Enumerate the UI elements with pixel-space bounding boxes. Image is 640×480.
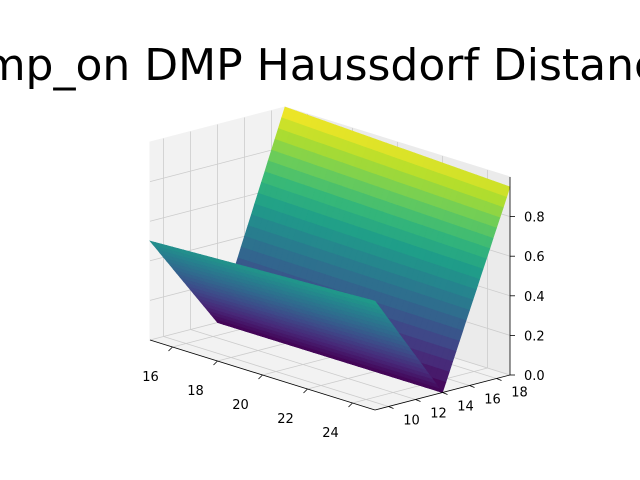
z-tick-label: 0.2 [524, 329, 545, 344]
y-tick-label: 10 [403, 414, 420, 429]
grid-line [163, 336, 389, 407]
x-tick-label: 20 [232, 398, 249, 413]
tick-mark [213, 360, 218, 366]
y-tick-label: 18 [511, 386, 528, 401]
tick-mark [442, 392, 448, 395]
z-tick-label: 0.0 [524, 369, 545, 384]
tick-mark [258, 374, 263, 380]
surface-mesh [149, 106, 511, 394]
y-tick-label: 14 [457, 400, 474, 415]
surface-cell [368, 299, 380, 307]
x-tick-label: 18 [187, 384, 204, 399]
y-tick-label: 16 [484, 393, 501, 408]
z-tick-label: 0.4 [524, 290, 545, 305]
tick-mark [348, 402, 353, 408]
grid-line [190, 329, 416, 400]
x-tick-label: 16 [142, 370, 159, 385]
tick-mark [469, 385, 475, 388]
x-tick-label: 24 [322, 426, 339, 441]
grid-line [149, 146, 286, 182]
z-tick-label: 0.6 [524, 250, 545, 265]
y-tick-label: 12 [430, 407, 447, 422]
tick-mark [303, 388, 308, 394]
z-tick-label: 0.8 [524, 211, 545, 226]
x-tick-label: 22 [277, 412, 294, 427]
chart-title: dmp_on DMP Haussdorf Distance [0, 40, 640, 91]
tick-labels: 16 18 20 22 24 10 12 14 16 18 0.0 0.2 0.4 0.6 0.8 [142, 211, 544, 441]
tick-mark [168, 346, 173, 352]
tick-mark [388, 406, 394, 409]
tick-mark [415, 399, 421, 402]
tick-mark [496, 378, 502, 381]
